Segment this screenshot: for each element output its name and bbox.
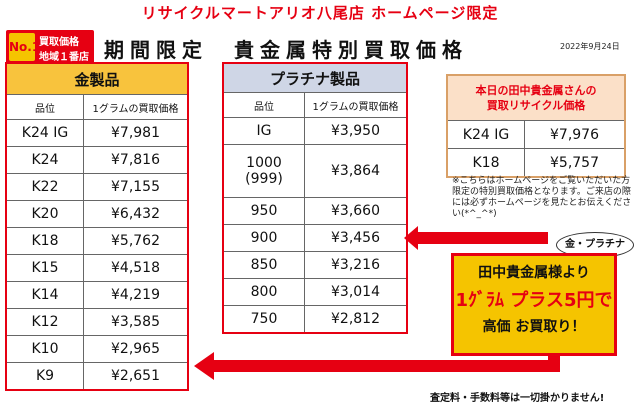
arrow-to-platinum-icon xyxy=(404,220,548,250)
price-cell: ¥7,816 xyxy=(83,146,189,174)
grade-cell: K10 xyxy=(5,335,84,363)
grade-cell: K18 xyxy=(446,148,525,178)
table-row: K9 ¥2,651 xyxy=(5,362,189,391)
footer-text: 査定料・手数料等は一切掛かりません! xyxy=(430,393,605,404)
price-cell: ¥7,981 xyxy=(83,119,189,147)
headline: リサイクルマートアリオ八尾店 ホームページ限定 xyxy=(141,4,499,22)
no1-badge: No.1 買取価格 地域１番店 xyxy=(6,30,94,64)
arrow-to-gold-icon xyxy=(194,350,560,380)
table-row: K20 ¥6,432 xyxy=(5,200,189,228)
grade-cell: K24 IG xyxy=(5,119,84,147)
table-row: 900 ¥3,456 xyxy=(222,224,408,252)
price-cell: ¥5,762 xyxy=(83,227,189,255)
table-row: K12 ¥3,585 xyxy=(5,308,189,336)
plat-col-grade: 品位 xyxy=(222,92,305,118)
table-row: K24 ¥7,816 xyxy=(5,146,189,174)
price-cell: ¥3,864 xyxy=(304,144,408,198)
badge-line1: 買取価格 xyxy=(39,37,79,48)
price-cell: ¥2,965 xyxy=(83,335,189,363)
table-row: 850 ¥3,216 xyxy=(222,251,408,279)
grade-cell: K20 xyxy=(5,200,84,228)
promo-box: 田中貴金属様より 1ｸﾞﾗﾑ プラス5円で 高価 お買取り！ xyxy=(451,253,617,356)
grade-cell: K12 xyxy=(5,308,84,336)
price-cell: ¥6,432 xyxy=(83,200,189,228)
platinum-caption: プラチナ製品 xyxy=(222,62,408,93)
tanaka-price-table: 本日の田中貴金属さんの 買取リサイクル価格 K24 IG ¥7,976 K18 ¥5… xyxy=(446,74,626,178)
grade-cell: K15 xyxy=(5,254,84,282)
gold-caption: 金製品 xyxy=(5,62,189,95)
platinum-price-table: プラチナ製品 品位 1グラムの買取価格 IG ¥3,950 1000 (999) ¥… xyxy=(222,62,408,334)
price-cell: ¥2,651 xyxy=(83,362,189,391)
no1-mark: No.1 xyxy=(9,33,40,61)
price-cell: ¥7,976 xyxy=(524,120,626,149)
table-row: K22 ¥7,155 xyxy=(5,173,189,201)
table-row: IG ¥3,950 xyxy=(222,117,408,145)
price-cell: ¥5,757 xyxy=(524,148,626,178)
grade-cell: IG xyxy=(222,117,305,145)
grade-cell: K9 xyxy=(5,362,84,391)
grade-cell: 800 xyxy=(222,278,305,306)
price-cell: ¥7,155 xyxy=(83,173,189,201)
grade-cell: K14 xyxy=(5,281,84,309)
badge-line2: 地域１番店 xyxy=(39,52,89,63)
price-cell: ¥3,585 xyxy=(83,308,189,336)
table-row: K10 ¥2,965 xyxy=(5,335,189,363)
price-cell: ¥3,014 xyxy=(304,278,408,306)
table-row: 1000 (999) ¥3,864 xyxy=(222,144,408,198)
notice-text: ※こちらはホームページをご覧いただいた方限定の特別買取価格となります。ご来店の際… xyxy=(452,176,632,219)
tanaka-caption-line2: 買取リサイクル価格 xyxy=(486,99,586,112)
table-row: 750 ¥2,812 xyxy=(222,305,408,334)
table-row: K24 IG ¥7,976 xyxy=(446,120,626,149)
grade-cell: 950 xyxy=(222,197,305,225)
tanaka-caption: 本日の田中貴金属さんの 買取リサイクル価格 xyxy=(446,74,626,121)
price-cell: ¥3,216 xyxy=(304,251,408,279)
price-cell: ¥2,812 xyxy=(304,305,408,334)
promo-line3: 高価 お買取り！ xyxy=(482,319,586,335)
table-row: K18 ¥5,757 xyxy=(446,148,626,178)
grade-cell: 900 xyxy=(222,224,305,252)
table-row: K15 ¥4,518 xyxy=(5,254,189,282)
grade-cell: K22 xyxy=(5,173,84,201)
grade-cell: K24 IG xyxy=(446,120,525,149)
gold-col-price: 1グラムの買取価格 xyxy=(83,94,189,120)
gold-price-table: 金製品 品位 1グラムの買取価格 K24 IG ¥7,981 K24 ¥7,816 … xyxy=(5,62,189,391)
promo-line2: 1ｸﾞﾗﾑ プラス5円で xyxy=(455,290,613,311)
table-row: K18 ¥5,762 xyxy=(5,227,189,255)
price-cell: ¥4,518 xyxy=(83,254,189,282)
date-label: 2022年9月24日 xyxy=(560,42,620,51)
table-row: K24 IG ¥7,981 xyxy=(5,119,189,147)
tanaka-caption-line1: 本日の田中貴金属さんの xyxy=(475,84,597,97)
page-title: 期間限定 貴金属特別買取価格 xyxy=(104,38,468,62)
promo-line1: 田中貴金属様より xyxy=(478,265,590,281)
price-cell: ¥3,950 xyxy=(304,117,408,145)
table-row: 800 ¥3,014 xyxy=(222,278,408,306)
table-row: K14 ¥4,219 xyxy=(5,281,189,309)
